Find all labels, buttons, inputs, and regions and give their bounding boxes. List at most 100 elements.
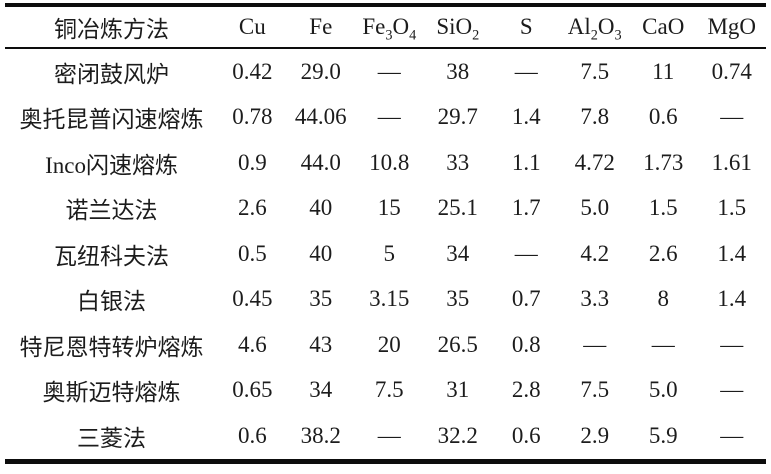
table-row: 奥斯迈特熔炼 0.65 34 7.5 31 2.8 7.5 5.0 — [5,368,766,414]
value-cell-al2o3: 2.9 [580,422,610,448]
value-cell-cu: 0.78 [232,104,273,130]
table-row: 瓦纽科夫法 0.5 40 5 34 — 4.2 2.6 1.4 [5,231,766,277]
value-cell-cu: 0.42 [232,58,273,84]
method-cell: 诺兰达法 [65,198,158,224]
value-cell-s: 0.8 [511,331,541,357]
value-cell-fe: 35 [309,286,333,312]
value-cell-cao: 5.0 [648,377,678,403]
value-cell-fe: 44.06 [294,104,347,130]
header-row: 铜冶炼方法 Cu Fe Fe3O4 SiO2 S Al2O3 CaO MgO [5,5,766,48]
value-cell-cu: 0.9 [237,149,267,175]
value-cell-mgo: 1.61 [711,149,752,175]
table-row: Inco闪速熔炼 0.9 44.0 10.8 33 1.1 4.72 1.73 1.61 [5,140,766,186]
value-cell-cao: 2.6 [648,240,678,266]
value-cell-mgo: — [720,377,744,403]
value-cell-sio2: 31 [446,377,470,403]
value-cell-fe3o4: 5 [383,240,396,266]
value-cell-mgo: 1.5 [717,195,747,221]
table-row: 诺兰达法 2.6 40 15 25.1 1.7 5.0 1.5 1.5 [5,186,766,232]
value-cell-mgo: — [720,104,744,130]
value-cell-s: 1.4 [511,104,541,130]
method-cell: 密闭鼓风炉 [54,61,170,87]
value-cell-fe: 34 [309,377,333,403]
column-header-al2o3: Al2O3 [567,14,622,44]
value-cell-al2o3: 5.0 [580,195,610,221]
value-cell-s: — [514,58,538,84]
method-cell: 白银法 [77,289,147,315]
subscript: 3 [614,27,622,44]
value-cell-fe: 40 [309,240,333,266]
value-cell-fe3o4: — [377,422,401,448]
method-cell: 奥斯迈特熔炼 [42,380,181,406]
value-cell-sio2: 35 [446,286,470,312]
value-cell-cu: 0.65 [232,377,273,403]
method-cell: 三菱法 [77,425,147,451]
value-cell-fe: 44.0 [300,149,341,175]
column-header-cu: Cu [238,14,266,39]
table-row: 三菱法 0.6 38.2 — 32.2 0.6 2.9 5.9 — [5,413,766,461]
table-row: 白银法 0.45 35 3.15 35 0.7 3.3 8 1.4 [5,277,766,323]
table-row: 密闭鼓风炉 0.42 29.0 — 38 — 7.5 11 0.74 [5,48,766,95]
value-cell-cu: 4.6 [237,331,267,357]
value-cell-al2o3: 7.8 [580,104,610,130]
value-cell-cao: 5.9 [648,422,678,448]
value-cell-fe3o4: — [377,104,401,130]
column-header-cao: CaO [642,14,685,39]
column-header-fe: Fe [309,14,333,39]
subscript: 2 [472,27,480,44]
value-cell-cu: 2.6 [237,195,267,221]
value-cell-sio2: 34 [446,240,470,266]
value-cell-s: 2.8 [511,377,541,403]
column-header-fe3o4: Fe3O4 [362,14,417,44]
value-cell-mgo: — [720,331,744,357]
subscript: 2 [590,27,598,44]
value-cell-fe: 40 [309,195,333,221]
table-body: 密闭鼓风炉 0.42 29.0—38—7.5 11 0.74 奥托昆普闪速熔炼 0.78 44… [5,48,766,461]
method-cell: 奥托昆普闪速熔炼 [19,107,204,133]
method-cell: Inco闪速熔炼 [45,152,178,178]
value-cell-al2o3: 7.5 [580,58,610,84]
value-cell-cu: 0.45 [232,286,273,312]
value-cell-al2o3: 4.72 [574,149,615,175]
value-cell-sio2: 26.5 [437,331,478,357]
table-row: 奥托昆普闪速熔炼 0.78 44.06 — 29.7 1.4 7.8 0.6 — [5,95,766,141]
table-header: 铜冶炼方法 Cu Fe Fe3O4 SiO2 S Al2O3 CaO MgO [5,5,766,48]
value-cell-fe: 43 [309,331,333,357]
method-cell: 瓦纽科夫法 [54,243,170,269]
value-cell-cao: 0.6 [648,104,678,130]
value-cell-s: 0.7 [511,286,541,312]
value-cell-cao: 11 [652,58,675,84]
subscript: 3 [385,27,393,44]
value-cell-fe: 38.2 [300,422,341,448]
value-cell-cu: 0.6 [237,422,267,448]
value-cell-fe3o4: — [377,58,401,84]
value-cell-al2o3: 3.3 [580,286,610,312]
value-cell-mgo: — [720,422,744,448]
value-cell-fe: 29.0 [300,58,341,84]
value-cell-s: 1.1 [511,149,541,175]
column-header-s: S [519,14,533,39]
value-cell-mgo: 1.4 [717,240,747,266]
value-cell-s: 1.7 [511,195,541,221]
value-cell-s: — [514,240,538,266]
value-cell-al2o3: 7.5 [580,377,610,403]
value-cell-sio2: 32.2 [437,422,478,448]
value-cell-sio2: 29.7 [437,104,478,130]
value-cell-mgo: 0.74 [711,58,752,84]
value-cell-cao: — [651,331,675,357]
value-cell-al2o3: — [583,331,607,357]
value-cell-fe3o4: 10.8 [369,149,410,175]
value-cell-al2o3: 4.2 [580,240,610,266]
table-row: 特尼恩特转炉熔炼 4.6 43 20 26.5 0.8 — — — [5,322,766,368]
value-cell-fe3o4: 3.15 [369,286,410,312]
value-cell-cao: 1.73 [643,149,684,175]
value-cell-fe3o4: 20 [377,331,401,357]
column-header-mgo: MgO [707,14,757,39]
value-cell-cao: 1.5 [648,195,678,221]
column-header-sio2: SiO2 [436,14,480,44]
value-cell-sio2: 38 [446,58,470,84]
value-cell-sio2: 25.1 [437,195,478,221]
value-cell-cao: 8 [657,286,669,312]
copper-smelting-slag-table: 铜冶炼方法 Cu Fe Fe3O4 SiO2 S Al2O3 CaO MgO 密闭鼓风炉 0.42… [5,3,766,464]
